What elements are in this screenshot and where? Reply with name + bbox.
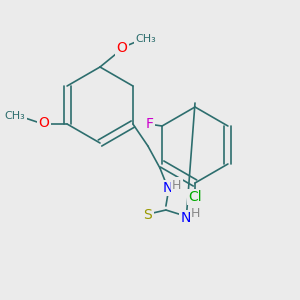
Text: S: S bbox=[143, 208, 152, 222]
Text: N: N bbox=[163, 181, 173, 195]
Text: CH₃: CH₃ bbox=[136, 34, 156, 44]
Text: H: H bbox=[191, 206, 201, 220]
Text: N: N bbox=[181, 211, 191, 225]
Text: H: H bbox=[172, 178, 182, 191]
Text: Cl: Cl bbox=[188, 190, 202, 204]
Text: F: F bbox=[146, 117, 154, 131]
Text: O: O bbox=[117, 41, 128, 55]
Text: O: O bbox=[39, 116, 50, 130]
Text: CH₃: CH₃ bbox=[5, 111, 26, 121]
